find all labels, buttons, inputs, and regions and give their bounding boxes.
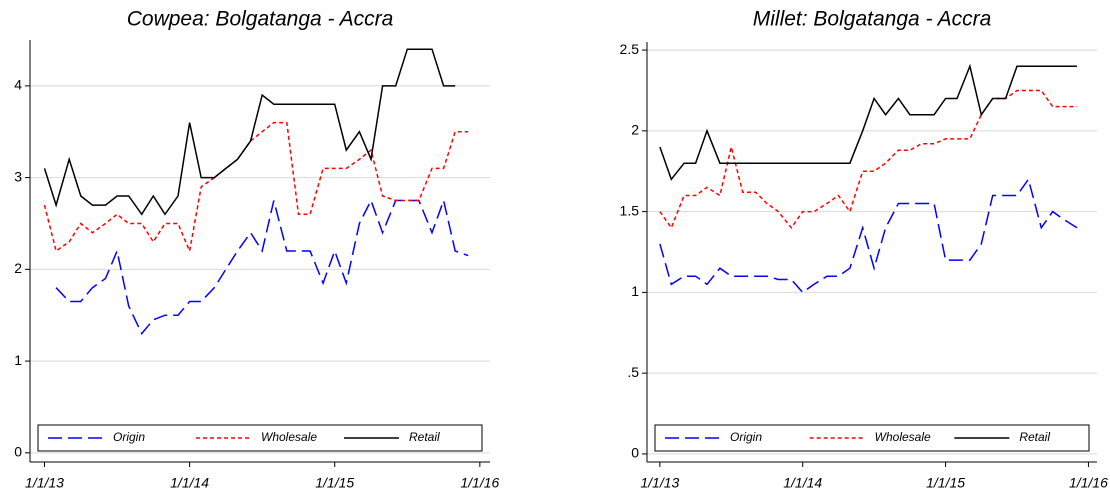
x-tick-label: 1/1/16 <box>1069 475 1108 491</box>
legend-label: Retail <box>409 430 440 444</box>
y-tick-label: 2 <box>631 122 639 138</box>
y-tick-label: 1 <box>14 352 22 368</box>
legend-label: Origin <box>113 430 145 444</box>
chart-title: Cowpea: Bolgatanga - Accra <box>127 8 394 31</box>
y-tick-label: 2.5 <box>620 41 640 57</box>
x-tick-label: 1/1/16 <box>460 475 499 491</box>
y-tick-label: 0 <box>14 444 22 460</box>
legend-box <box>654 424 1090 452</box>
y-tick-label: 1 <box>631 283 639 299</box>
chart-title: Millet: Bolgatanga - Accra <box>753 8 992 31</box>
legend-label: Retail <box>1019 430 1050 444</box>
legend-label: Wholesale <box>875 430 931 444</box>
x-tick-label: 1/1/15 <box>926 475 965 491</box>
x-tick-label: 1/1/14 <box>783 475 822 491</box>
y-tick-label: .5 <box>627 364 639 380</box>
y-tick-label: 0 <box>631 445 639 461</box>
y-tick-label: 2 <box>14 260 22 276</box>
legend-box <box>37 424 483 452</box>
x-tick-label: 1/1/14 <box>170 475 209 491</box>
series-line <box>43 121 469 254</box>
legend-label: Origin <box>730 430 762 444</box>
y-tick-label: 4 <box>14 77 22 93</box>
series-line <box>659 89 1077 230</box>
x-tick-label: 1/1/15 <box>315 475 354 491</box>
y-tick-label: 1.5 <box>620 202 640 218</box>
legend-label: Wholesale <box>261 430 317 444</box>
x-tick-label: 1/1/13 <box>25 475 64 491</box>
series-line <box>659 177 1078 294</box>
y-tick-label: 3 <box>14 168 22 184</box>
series-line <box>43 48 456 216</box>
x-tick-label: 1/1/13 <box>640 475 679 491</box>
series-line <box>55 197 469 335</box>
series-line <box>659 63 1077 181</box>
